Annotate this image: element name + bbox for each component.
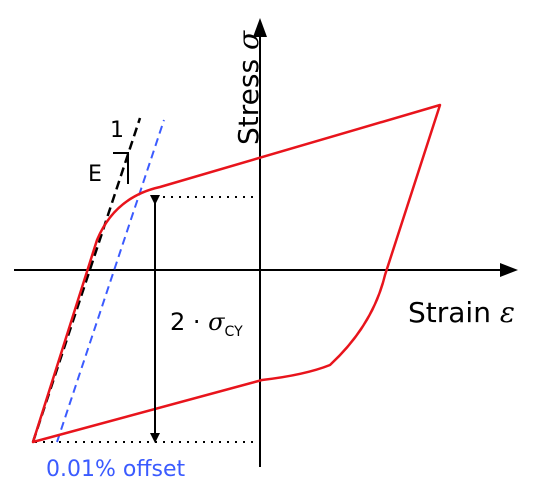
offset-label: 0.01% offset	[46, 457, 186, 482]
two-sigma-symbol: σ	[208, 308, 225, 336]
strain-text: Strain	[408, 296, 491, 329]
two-sigma-label: 2 · σCY	[170, 308, 243, 340]
two-sigma-subscript: CY	[224, 324, 243, 340]
strain-symbol: ε	[499, 296, 515, 329]
y-axis-arrowhead	[253, 18, 267, 37]
two-sigma-prefix: 2 ·	[170, 308, 209, 336]
x-axis-arrowhead	[500, 263, 518, 277]
modulus-label: E	[88, 162, 102, 187]
slope-unit-label: 1	[110, 118, 124, 143]
strain-axis-label: Strain ε	[408, 296, 515, 329]
stress-axis-label: Stress σ	[232, 31, 265, 145]
stress-text: Stress	[232, 58, 265, 145]
offset-line	[56, 119, 165, 443]
hysteresis-loop	[31, 103, 442, 444]
slope-triangle	[113, 152, 129, 184]
stress-symbol: σ	[232, 30, 265, 51]
